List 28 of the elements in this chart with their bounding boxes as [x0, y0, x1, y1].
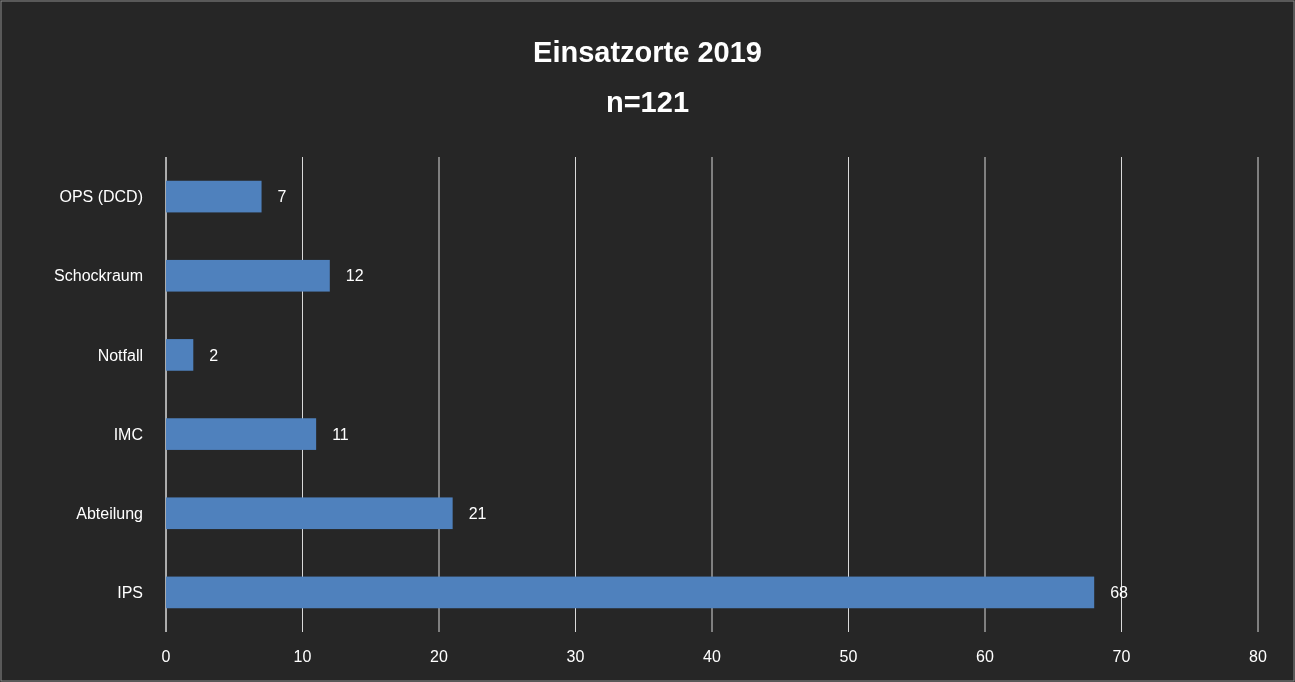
- y-tick-label: OPS (DCD): [59, 188, 143, 206]
- bar: [166, 497, 453, 530]
- data-label: 12: [345, 267, 364, 285]
- bar: [166, 180, 262, 213]
- x-tick-label: 20: [430, 648, 448, 665]
- x-tick-label: 10: [293, 648, 312, 665]
- y-tick-label: IPS: [117, 584, 143, 602]
- data-label: 11: [332, 425, 349, 443]
- x-tick-label: 60: [976, 648, 994, 665]
- x-tick-label: 80: [1249, 648, 1267, 665]
- chart-title: Einsatzorte 2019: [533, 36, 762, 68]
- x-tick-label: 30: [566, 648, 585, 665]
- x-tick-label: 50: [839, 648, 858, 665]
- y-tick-label: Notfall: [97, 346, 143, 364]
- y-tick-label: IMC: [113, 425, 143, 443]
- y-tick-label: Schockraum: [54, 267, 143, 285]
- x-tick-label: 40: [703, 648, 721, 665]
- bar: [166, 259, 330, 292]
- y-tick-label: Abteilung: [76, 504, 143, 522]
- chart-subtitle: n=121: [605, 86, 690, 118]
- bar: [166, 576, 1095, 609]
- bar: [166, 339, 194, 371]
- bar: [166, 418, 317, 450]
- x-tick-label: 0: [161, 648, 171, 665]
- data-label: 7: [277, 188, 287, 206]
- x-tick-label: 70: [1112, 648, 1131, 665]
- data-label: 21: [468, 504, 487, 522]
- data-label: 2: [209, 346, 219, 364]
